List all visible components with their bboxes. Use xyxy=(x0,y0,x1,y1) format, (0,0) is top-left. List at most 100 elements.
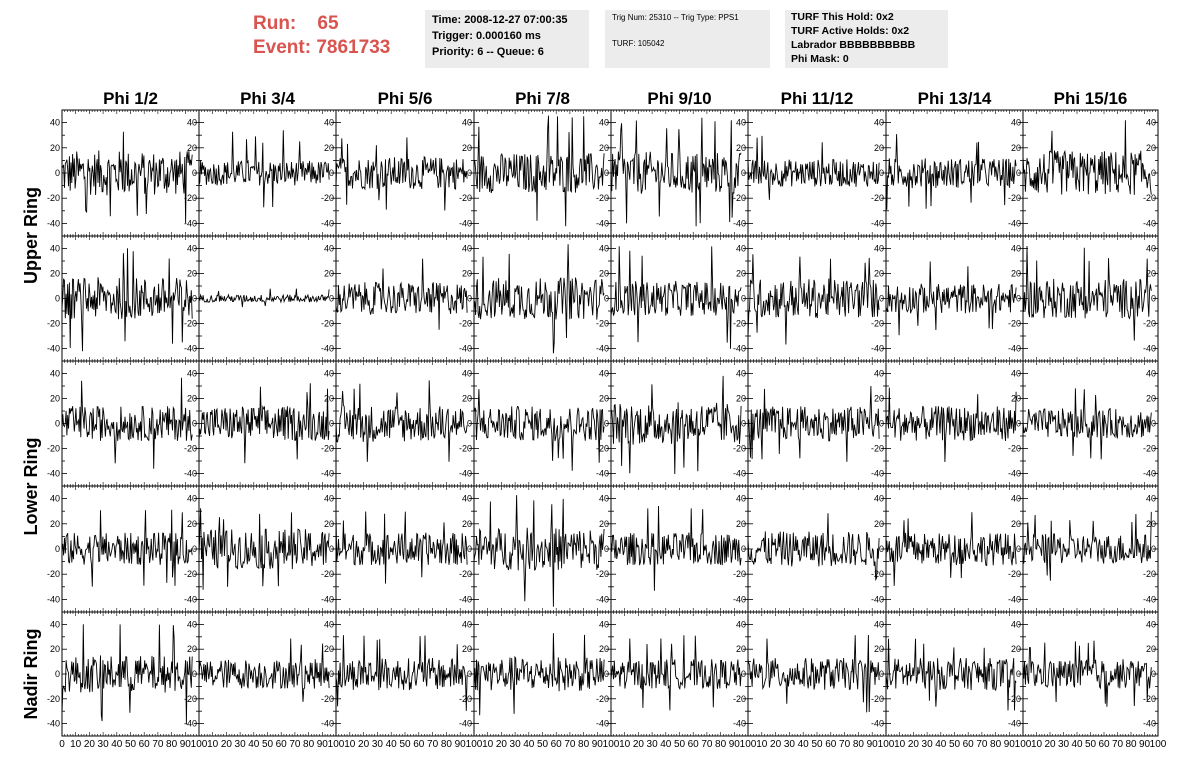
y-tick-label: 20 xyxy=(874,269,884,279)
waveform-trace xyxy=(198,508,330,590)
x-tick-label: 60 xyxy=(139,739,151,750)
x-tick-label: 40 xyxy=(660,739,672,750)
event-value: 7861733 xyxy=(316,37,391,58)
x-tick-label: 70 xyxy=(289,739,301,750)
y-tick-label: 0 xyxy=(604,544,609,554)
y-tick-label: -20 xyxy=(1008,319,1021,329)
waveform-trace xyxy=(747,135,880,200)
y-tick-label: -20 xyxy=(321,694,334,704)
x-tick-label: 20 xyxy=(221,739,233,750)
y-tick-label: 40 xyxy=(1011,494,1021,504)
y-tick-label: 40 xyxy=(324,494,334,504)
y-tick-label: 0 xyxy=(467,168,472,178)
y-tick-label: 40 xyxy=(187,118,197,128)
x-tick-label: 70 xyxy=(839,739,851,750)
x-tick-label: 10 xyxy=(70,739,82,750)
x-tick-label: 100 xyxy=(328,739,345,750)
y-tick-label: -20 xyxy=(1008,569,1021,579)
x-tick-label: 60 xyxy=(551,739,563,750)
x-tick-label: 20 xyxy=(770,739,782,750)
column-title-4: Phi 7/8 xyxy=(515,89,570,108)
y-tick-label: 40 xyxy=(462,244,472,254)
row-title-2: Lower Ring xyxy=(21,438,41,536)
y-tick-label: 0 xyxy=(467,294,472,304)
y-tick-label: 0 xyxy=(329,419,334,429)
y-tick-label: -20 xyxy=(1143,193,1156,203)
y-tick-label: 20 xyxy=(324,394,334,404)
trig-num-text: Trig Num: 25310 -- Trig Type: PPS1 xyxy=(612,13,739,22)
waveform-trace xyxy=(335,635,468,711)
waveform-trace xyxy=(473,633,605,716)
x-tick-label: 100 xyxy=(466,739,483,750)
waveform-trace xyxy=(1022,511,1152,581)
y-tick-label: -40 xyxy=(871,469,884,479)
y-tick-label: -40 xyxy=(184,719,197,729)
x-tick-label: 80 xyxy=(853,739,865,750)
trigger-info-box: Trig Num: 25310 -- Trig Type: PPS1 TURF:… xyxy=(605,10,770,68)
y-tick-label: -20 xyxy=(47,319,60,329)
x-tick-label: 10 xyxy=(756,739,768,750)
y-tick-label: 0 xyxy=(1016,419,1021,429)
waveform-trace xyxy=(198,638,330,702)
x-tick-label: 90 xyxy=(867,739,879,750)
y-tick-label: -20 xyxy=(47,569,60,579)
x-tick-label: 100 xyxy=(740,739,757,750)
y-tick-label: -20 xyxy=(459,569,472,579)
waveform-trace xyxy=(610,246,742,349)
y-tick-label: 40 xyxy=(1146,118,1156,128)
y-tick-label: -40 xyxy=(47,218,60,228)
y-tick-label: 40 xyxy=(736,619,746,629)
y-tick-label: -20 xyxy=(47,444,60,454)
y-tick-label: 0 xyxy=(1151,294,1156,304)
y-tick-label: 0 xyxy=(741,669,746,679)
time-info-box: Time: 2008-12-27 07:00:35 Trigger: 0.000… xyxy=(425,10,589,68)
waveform-trace xyxy=(473,495,605,607)
panel-frame xyxy=(473,611,612,737)
y-tick-label: 0 xyxy=(1151,419,1156,429)
y-tick-label: 40 xyxy=(1011,118,1021,128)
y-tick-label: 40 xyxy=(187,244,197,254)
y-tick-label: 20 xyxy=(324,519,334,529)
panel-frame xyxy=(473,235,612,362)
y-tick-label: 40 xyxy=(874,619,884,629)
y-tick-label: 40 xyxy=(324,619,334,629)
y-tick-label: 40 xyxy=(1146,244,1156,254)
y-tick-label: 40 xyxy=(462,494,472,504)
y-tick-label: 20 xyxy=(599,519,609,529)
waveform-trace xyxy=(747,513,880,582)
waveform-trace xyxy=(1022,388,1152,460)
y-tick-label: 0 xyxy=(1016,294,1021,304)
y-tick-label: 40 xyxy=(324,118,334,128)
waveform-trace xyxy=(610,375,742,475)
y-tick-label: -20 xyxy=(1008,444,1021,454)
y-tick-label: -20 xyxy=(184,319,197,329)
y-tick-label: 20 xyxy=(1146,394,1156,404)
y-tick-label: 40 xyxy=(187,369,197,379)
x-tick-label: 50 xyxy=(262,739,274,750)
y-tick-label: -40 xyxy=(596,218,609,228)
y-tick-label: -20 xyxy=(184,444,197,454)
y-tick-label: 20 xyxy=(50,394,60,404)
y-tick-label: -20 xyxy=(871,569,884,579)
y-tick-label: 20 xyxy=(187,269,197,279)
y-tick-label: 0 xyxy=(55,419,60,429)
y-tick-label: 0 xyxy=(741,544,746,554)
y-tick-label: 0 xyxy=(1151,168,1156,178)
y-tick-label: -40 xyxy=(1008,719,1021,729)
y-tick-label: 40 xyxy=(324,369,334,379)
waveform-trace xyxy=(747,385,880,462)
y-tick-label: -40 xyxy=(459,594,472,604)
x-tick-label: 30 xyxy=(235,739,247,750)
y-tick-label: 40 xyxy=(599,244,609,254)
y-tick-label: -20 xyxy=(459,193,472,203)
waveform-trace xyxy=(885,134,1017,210)
x-tick-label: 70 xyxy=(427,739,439,750)
y-tick-label: 20 xyxy=(1146,143,1156,153)
labrador-text: Labrador BBBBBBBBBB xyxy=(791,39,916,51)
y-tick-label: -40 xyxy=(321,218,334,228)
y-tick-label: 0 xyxy=(879,168,884,178)
y-tick-label: 20 xyxy=(874,644,884,654)
y-tick-label: -40 xyxy=(459,344,472,354)
x-tick-label: 50 xyxy=(811,739,823,750)
